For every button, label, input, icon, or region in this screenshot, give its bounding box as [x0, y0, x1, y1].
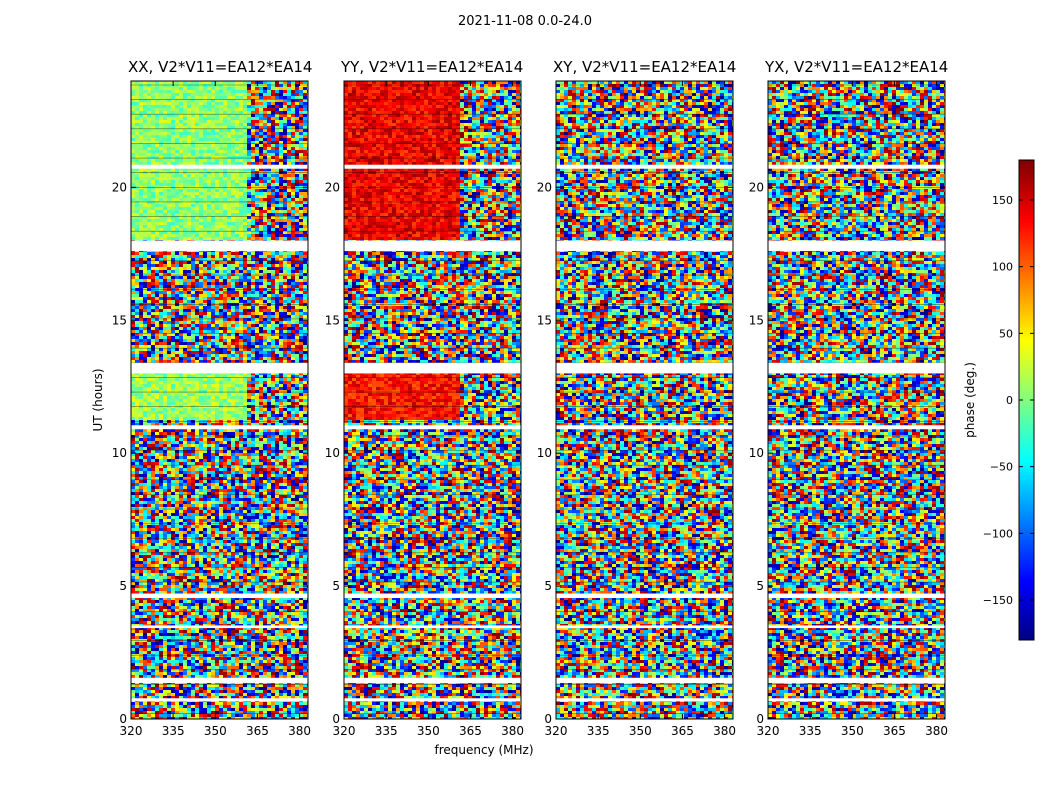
x-tick-label: 335	[375, 724, 398, 738]
heatmap-cells	[344, 81, 521, 719]
x-tick-label: 320	[757, 724, 780, 738]
y-axis-label: UT (hours)	[91, 368, 105, 431]
y-tick-label: 0	[756, 712, 764, 726]
y-tick-label: 10	[537, 446, 552, 460]
x-tick-label: 350	[204, 724, 227, 738]
colorbar-tick-label: −150	[983, 594, 1013, 607]
x-tick-label: 320	[120, 724, 143, 738]
panel-1: 320 335 350 365 380 0 5 10 15 20	[325, 80, 524, 738]
colorbar-gradient	[1019, 160, 1034, 640]
heatmap-cells	[768, 81, 945, 719]
panel-title-yy: YY, V2*V11=EA12*EA14	[341, 58, 523, 76]
x-tick-label: 320	[545, 724, 568, 738]
colorbar-tick-label: −50	[990, 461, 1013, 474]
x-tick-label: 365	[459, 724, 482, 738]
x-tick-label: 380	[501, 724, 524, 738]
y-tick-label: 5	[332, 579, 340, 593]
y-tick-label: 15	[749, 313, 764, 327]
heatmap-cells	[131, 81, 308, 719]
x-tick-label: 335	[799, 724, 822, 738]
y-tick-label: 10	[325, 446, 340, 460]
heatmap-cells	[556, 81, 733, 719]
y-tick-label: 20	[112, 180, 127, 194]
x-tick-label: 365	[246, 724, 269, 738]
colorbar-tick-label: 50	[999, 327, 1013, 340]
y-tick-label: 10	[112, 446, 127, 460]
x-tick-label: 380	[288, 724, 311, 738]
x-tick-label: 365	[671, 724, 694, 738]
x-tick-label: 380	[925, 724, 948, 738]
panel-frame	[555, 80, 734, 720]
y-tick-label: 5	[544, 579, 552, 593]
y-tick-label: 0	[544, 712, 552, 726]
colorbar-tick-label: 100	[992, 261, 1013, 274]
x-tick-label: 350	[629, 724, 652, 738]
panel-frame	[343, 80, 522, 720]
y-tick-label: 20	[537, 180, 552, 194]
x-tick-label: 350	[841, 724, 864, 738]
panel-title-yx: YX, V2*V11=EA12*EA14	[765, 58, 948, 76]
y-tick-label: 5	[119, 579, 127, 593]
y-tick-label: 20	[325, 180, 340, 194]
panel-frame	[767, 80, 946, 720]
y-tick-label: 0	[332, 712, 340, 726]
y-tick-label: 0	[119, 712, 127, 726]
panel-2: 320 335 350 365 380 0 5 10 15 20	[537, 80, 736, 738]
figure-suptitle: 2021-11-08 0.0-24.0	[0, 14, 1050, 29]
panel-title-xx: XX, V2*V11=EA12*EA14	[128, 58, 312, 76]
y-tick-label: 10	[749, 446, 764, 460]
panel-frame	[130, 80, 309, 720]
x-tick-label: 380	[713, 724, 736, 738]
y-tick-label: 5	[756, 579, 764, 593]
panel-0: 320 335 350 365 380 0 5 10 15 20	[112, 80, 311, 738]
y-tick-label: 15	[325, 313, 340, 327]
panel-3: 320 335 350 365 380 0 5 10 15 20	[749, 80, 948, 738]
x-tick-label: 335	[587, 724, 610, 738]
colorbar-tick-label: 0	[1006, 394, 1013, 407]
y-tick-label: 15	[537, 313, 552, 327]
panel-title-xy: XY, V2*V11=EA12*EA14	[553, 58, 736, 76]
y-tick-label: 20	[749, 180, 764, 194]
x-tick-label: 350	[417, 724, 440, 738]
colorbar-tick-label: 150	[992, 194, 1013, 207]
x-tick-label: 335	[162, 724, 185, 738]
colorbar-tick-label: −100	[983, 527, 1013, 540]
y-tick-label: 15	[112, 313, 127, 327]
colorbar-label: phase (deg.)	[963, 362, 977, 438]
x-axis-label: frequency (MHz)	[384, 743, 584, 757]
x-tick-label: 365	[883, 724, 906, 738]
x-tick-label: 320	[333, 724, 356, 738]
